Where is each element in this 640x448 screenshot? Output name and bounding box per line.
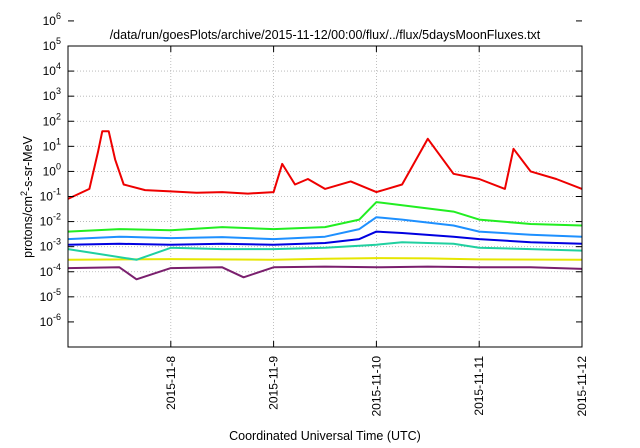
x-tick-label: 2015-11-10 xyxy=(369,356,383,417)
chart-title: /data/run/goesPlots/archive/2015-11-12/0… xyxy=(110,28,541,42)
y-tick-label: 10-2 xyxy=(40,212,61,229)
x-axis-label: Coordinated Universal Time (UTC) xyxy=(229,429,421,443)
y-tick-label: 101 xyxy=(43,136,61,153)
y-tick-label: 102 xyxy=(43,111,61,128)
series-line xyxy=(67,216,583,241)
series-line xyxy=(67,201,583,233)
series-line xyxy=(67,130,583,200)
gridlines xyxy=(68,45,583,347)
x-tick-label: 2015-11-9 xyxy=(267,356,281,410)
y-tick-label: 10-6 xyxy=(40,312,61,329)
y-tick-label: 10-5 xyxy=(40,287,61,304)
y-axis: 10-6 10-5 10-4 10-3 10-2 10-1 100 101 102 103 104 1… xyxy=(40,11,582,329)
x-tick-label: 2015-11-12 xyxy=(575,356,589,417)
series-group xyxy=(67,130,583,281)
x-axis: 2015-11-8 2015-11-9 2015-11-10 2015-11-11 20… xyxy=(164,46,589,417)
y-tick-label: 106 xyxy=(43,11,61,28)
series-line xyxy=(67,265,583,281)
y-tick-label: 100 xyxy=(43,161,61,178)
x-tick-label: 2015-11-11 xyxy=(472,356,486,416)
y-tick-label: 10-4 xyxy=(40,262,61,279)
y-tick-label: 10-3 xyxy=(40,237,61,254)
x-tick-label: 2015-11-8 xyxy=(164,356,178,410)
y-tick-label: 104 xyxy=(43,61,61,78)
y-tick-label: 10-1 xyxy=(40,187,61,204)
series-line xyxy=(67,257,583,261)
plot-frame xyxy=(67,45,583,348)
series-line xyxy=(67,230,583,246)
y-tick-label: 103 xyxy=(43,86,61,103)
y-axis-label: protons/cm2-s-sr-MeV xyxy=(19,135,35,257)
y-tick-label: 105 xyxy=(43,36,61,53)
series-line xyxy=(67,241,583,261)
